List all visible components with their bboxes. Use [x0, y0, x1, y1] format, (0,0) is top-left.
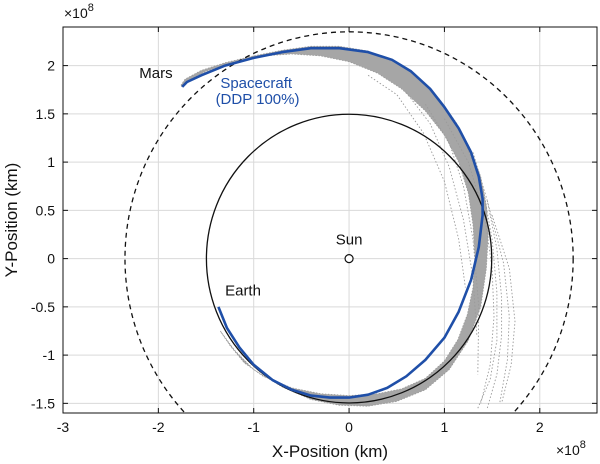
- y-tick-label: -1: [43, 347, 56, 363]
- plot-area: [63, 27, 597, 413]
- y-tick-label: -0.5: [31, 299, 55, 315]
- sun-marker: [344, 254, 354, 264]
- y-tick-label: 1: [47, 154, 55, 170]
- sun-label: Sun: [336, 232, 363, 249]
- x-tick-label: -2: [152, 419, 165, 435]
- grid-lines: [62, 27, 597, 413]
- spacecraft-label: Spacecraft (DDP 100%): [216, 75, 300, 108]
- axes-box: [62, 26, 598, 414]
- y-tick-label: 2: [47, 58, 55, 74]
- dispersion-trajectory: [405, 92, 478, 336]
- dispersion-trajectory: [491, 215, 516, 404]
- data-layer: [124, 31, 574, 413]
- x-exponent-power: 8: [580, 439, 586, 451]
- dispersion-trajectory: [367, 74, 466, 288]
- earth-label: Earth: [225, 282, 261, 299]
- y-axis-exponent: ×108: [64, 2, 94, 21]
- mars-label: Mars: [139, 65, 172, 82]
- mars-orbit: [124, 31, 574, 413]
- y-axis-label: Y-Position (km): [2, 163, 21, 278]
- tick-labels: -3 -2 -1 0 1 2 -1.5 -1 -0.5 0 0.5 1 1.5 2: [31, 58, 544, 435]
- y-tick-label: 1.5: [36, 106, 56, 122]
- x-tick-label: 2: [536, 419, 544, 435]
- dispersion-trajectory: [463, 137, 498, 409]
- x-axis-exponent: ×108: [556, 439, 586, 458]
- y-exponent-base: ×10: [64, 5, 88, 21]
- x-tick-label: 1: [441, 419, 449, 435]
- x-axis-label: X-Position (km): [272, 442, 388, 461]
- x-exponent-base: ×10: [556, 442, 580, 458]
- dispersion-trajectory: [444, 118, 495, 404]
- y-exponent-power: 8: [88, 2, 94, 14]
- x-tick-label: 0: [345, 419, 353, 435]
- spacecraft-trajectory: [181, 46, 484, 399]
- dispersion-trajectory: [486, 200, 510, 404]
- spacecraft-label-line1: Spacecraft: [220, 75, 293, 92]
- y-tick-label: 0: [47, 251, 55, 267]
- earth-orbit: [205, 113, 493, 404]
- x-tick-label: -3: [57, 419, 70, 435]
- y-tick-label: -1.5: [31, 395, 55, 411]
- spacecraft-label-line2: (DDP 100%): [216, 91, 300, 108]
- axes-frame: [62, 26, 598, 414]
- y-tick-label: 0.5: [36, 202, 56, 218]
- x-tick-label: -1: [247, 419, 260, 435]
